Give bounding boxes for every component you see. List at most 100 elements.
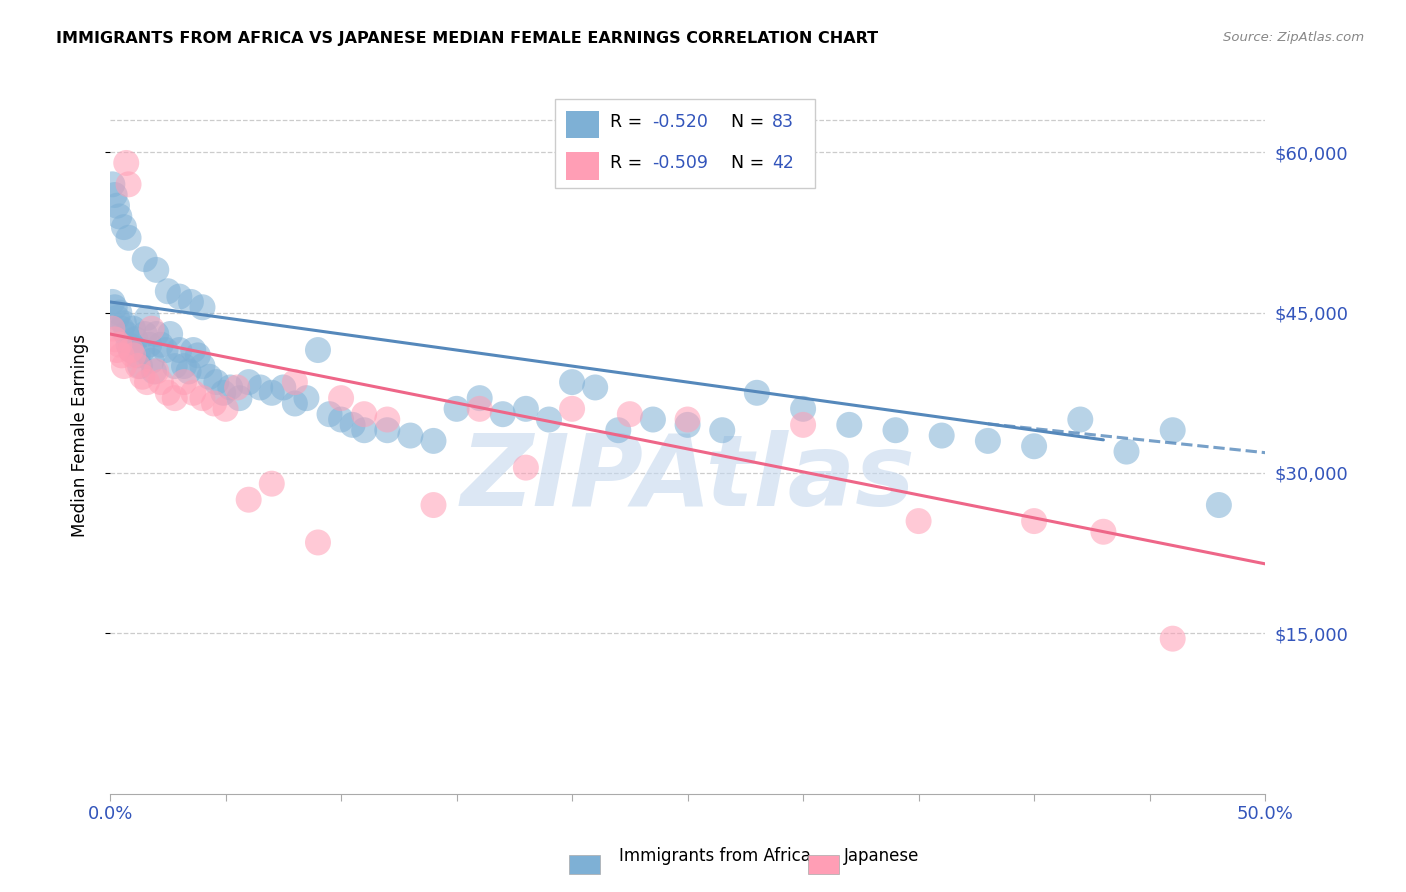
Point bbox=[134, 326, 156, 341]
Point bbox=[155, 343, 177, 357]
Point bbox=[120, 343, 142, 357]
Point bbox=[792, 401, 814, 416]
Point bbox=[561, 401, 583, 416]
Text: N =: N = bbox=[731, 113, 765, 131]
Point bbox=[127, 348, 149, 362]
Point bbox=[187, 348, 209, 362]
Point bbox=[561, 375, 583, 389]
Point bbox=[115, 326, 138, 341]
Point bbox=[101, 178, 124, 192]
Point bbox=[307, 343, 329, 357]
Point bbox=[515, 401, 537, 416]
Point bbox=[884, 423, 907, 437]
Point bbox=[711, 423, 734, 437]
Point bbox=[163, 359, 186, 373]
Point bbox=[238, 492, 260, 507]
Point bbox=[330, 412, 353, 426]
Point bbox=[120, 343, 142, 357]
Point bbox=[111, 321, 134, 335]
Point bbox=[1161, 423, 1184, 437]
Point bbox=[173, 375, 195, 389]
Point bbox=[468, 401, 491, 416]
Point bbox=[112, 220, 135, 235]
Point bbox=[1022, 439, 1045, 453]
Point bbox=[353, 423, 375, 437]
FancyBboxPatch shape bbox=[569, 855, 600, 874]
Point bbox=[295, 391, 318, 405]
Text: N =: N = bbox=[731, 154, 765, 172]
Point bbox=[212, 385, 235, 400]
Point bbox=[205, 375, 228, 389]
Point bbox=[117, 337, 139, 351]
FancyBboxPatch shape bbox=[808, 855, 839, 874]
Point bbox=[191, 359, 214, 373]
Text: IMMIGRANTS FROM AFRICA VS JAPANESE MEDIAN FEMALE EARNINGS CORRELATION CHART: IMMIGRANTS FROM AFRICA VS JAPANESE MEDIA… bbox=[56, 31, 879, 46]
Point bbox=[122, 348, 145, 362]
Point bbox=[219, 380, 242, 394]
Point bbox=[104, 332, 127, 346]
Point bbox=[1092, 524, 1115, 539]
Point bbox=[330, 391, 353, 405]
Point bbox=[177, 364, 200, 378]
Point bbox=[104, 188, 127, 202]
Point bbox=[191, 300, 214, 314]
Point bbox=[136, 375, 159, 389]
Point bbox=[446, 401, 468, 416]
Point bbox=[156, 285, 179, 299]
Point bbox=[108, 305, 131, 319]
Point bbox=[163, 391, 186, 405]
Point bbox=[141, 353, 163, 368]
Point bbox=[353, 407, 375, 421]
Point bbox=[149, 337, 172, 351]
Point bbox=[931, 428, 953, 442]
Point bbox=[181, 385, 204, 400]
Point bbox=[583, 380, 606, 394]
Point bbox=[143, 364, 166, 378]
Point bbox=[238, 375, 260, 389]
Point bbox=[159, 326, 181, 341]
Point bbox=[173, 359, 195, 373]
Point bbox=[134, 252, 156, 267]
Point bbox=[492, 407, 515, 421]
FancyBboxPatch shape bbox=[567, 153, 599, 179]
Text: 83: 83 bbox=[772, 113, 794, 131]
Point bbox=[375, 423, 398, 437]
Point bbox=[260, 385, 283, 400]
Point bbox=[115, 156, 138, 170]
Point bbox=[375, 412, 398, 426]
Point bbox=[284, 396, 307, 410]
Text: Source: ZipAtlas.com: Source: ZipAtlas.com bbox=[1223, 31, 1364, 45]
Y-axis label: Median Female Earnings: Median Female Earnings bbox=[72, 334, 89, 537]
Text: Immigrants from Africa: Immigrants from Africa bbox=[619, 847, 810, 865]
Point bbox=[131, 343, 153, 357]
Point bbox=[515, 460, 537, 475]
Point bbox=[1161, 632, 1184, 646]
Point bbox=[117, 231, 139, 245]
Point bbox=[1115, 444, 1137, 458]
Point bbox=[676, 412, 699, 426]
Point bbox=[145, 364, 167, 378]
Point bbox=[108, 210, 131, 224]
Point bbox=[318, 407, 340, 421]
Point bbox=[112, 316, 135, 330]
Point bbox=[141, 321, 163, 335]
Point bbox=[105, 343, 128, 357]
Point bbox=[745, 385, 768, 400]
Point bbox=[202, 396, 225, 410]
Point bbox=[101, 294, 124, 309]
Point bbox=[260, 476, 283, 491]
Point bbox=[136, 310, 159, 325]
Text: R =: R = bbox=[610, 154, 643, 172]
Point bbox=[537, 412, 560, 426]
Point bbox=[422, 434, 444, 448]
Point bbox=[907, 514, 929, 528]
Point bbox=[129, 359, 152, 373]
Point bbox=[226, 380, 249, 394]
Point bbox=[180, 294, 202, 309]
Point bbox=[607, 423, 630, 437]
Text: 42: 42 bbox=[772, 154, 794, 172]
Text: Japanese: Japanese bbox=[844, 847, 920, 865]
Point bbox=[149, 375, 172, 389]
Point bbox=[214, 401, 236, 416]
Point bbox=[145, 263, 167, 277]
